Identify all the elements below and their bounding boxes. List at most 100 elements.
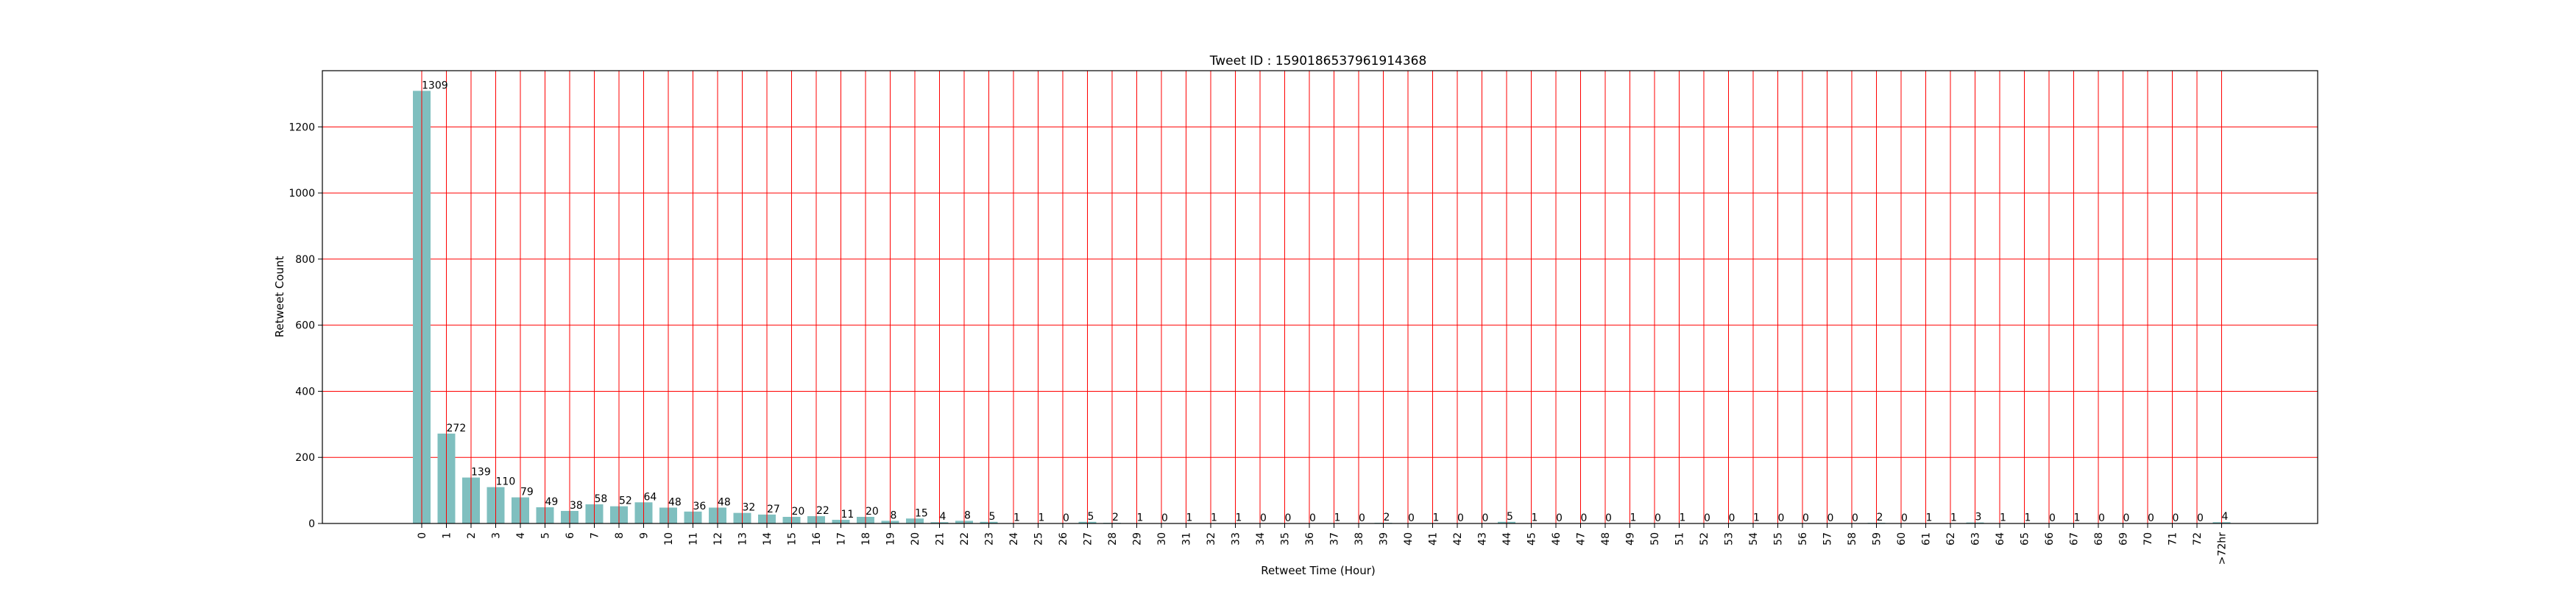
y-axis-title: Retweet Count [273, 255, 286, 337]
x-tick-label: 56 [1797, 532, 1809, 546]
x-tick-label: 41 [1428, 532, 1440, 546]
data-label: 1 [1433, 512, 1440, 524]
x-tick-label: 8 [614, 532, 626, 539]
data-label: 1 [2000, 512, 2006, 524]
data-label: 0 [2123, 512, 2130, 524]
x-tick-label: 9 [639, 532, 651, 539]
x-tick-label: 53 [1724, 532, 1735, 546]
data-label: 8 [891, 509, 897, 521]
x-tick-label: 38 [1354, 532, 1365, 546]
data-label: 0 [1556, 512, 1563, 524]
x-tick-label: 45 [1526, 532, 1538, 546]
data-label: 38 [570, 500, 583, 512]
data-label: 0 [1827, 512, 1834, 524]
data-label: 0 [1778, 512, 1785, 524]
x-tick-label: 43 [1477, 532, 1489, 546]
x-tick-label: 17 [836, 532, 848, 546]
data-label: 0 [1359, 512, 1365, 524]
y-tick-label: 800 [295, 254, 315, 266]
data-label: 1 [1630, 512, 1637, 524]
x-tick-label: 13 [737, 532, 749, 546]
data-label: 1 [1137, 512, 1144, 524]
x-tick-label: 19 [885, 532, 897, 546]
x-tick-label: 67 [2069, 532, 2081, 546]
x-tick-label: 23 [984, 532, 996, 546]
x-tick-label: 71 [2168, 532, 2179, 546]
data-label: 1 [1334, 512, 1341, 524]
data-label: 8 [964, 509, 971, 521]
data-label: 0 [2197, 512, 2204, 524]
data-label: 1 [2074, 512, 2081, 524]
x-tick-label: 37 [1329, 532, 1341, 546]
data-label: 0 [2049, 512, 2056, 524]
data-label: 1309 [422, 80, 448, 91]
x-tick-label: 21 [935, 532, 946, 546]
data-label: 49 [545, 496, 559, 508]
data-label: 0 [1729, 512, 1735, 524]
data-label: 2 [1384, 512, 1390, 523]
x-tick-label: 20 [910, 532, 921, 546]
x-tick-label: 72 [2192, 532, 2204, 546]
x-tick-label: 50 [1649, 532, 1661, 546]
x-tick-label: 58 [1847, 532, 1858, 546]
x-tick-label: 1 [442, 532, 453, 539]
x-tick-label: 42 [1452, 532, 1464, 546]
data-label: 1 [1532, 512, 1538, 524]
x-tick-label: 2 [466, 532, 478, 539]
x-tick-label: 60 [1896, 532, 1908, 546]
x-tick-label: 70 [2142, 532, 2154, 546]
data-label: 0 [2098, 512, 2105, 524]
data-label: 27 [767, 504, 780, 515]
data-label: 0 [1457, 512, 1464, 524]
data-label: 1 [1950, 512, 1957, 524]
data-label: 272 [447, 423, 467, 434]
data-label: 0 [1482, 512, 1489, 524]
data-label: 1 [1236, 512, 1242, 524]
y-tick-label: 1000 [289, 188, 315, 200]
x-tick-label: 28 [1107, 532, 1119, 546]
data-label: 20 [792, 506, 805, 518]
plot-frame [322, 70, 2318, 524]
data-label: 1 [2025, 512, 2031, 524]
x-tick-label: 27 [1083, 532, 1094, 546]
x-tick-label: 29 [1132, 532, 1144, 546]
x-tick-label: 63 [1970, 532, 1982, 546]
data-label: 1 [1680, 512, 1686, 524]
data-label: 0 [1901, 512, 1908, 524]
x-tick-label: 57 [1822, 532, 1834, 546]
x-tick-label: 33 [1231, 532, 1242, 546]
data-label: 1 [1038, 512, 1045, 524]
data-label: 20 [866, 506, 879, 518]
x-tick-label: 36 [1304, 532, 1316, 546]
data-label: 32 [743, 502, 756, 514]
x-tick-label: 30 [1156, 532, 1168, 546]
x-tick-label: 66 [2044, 532, 2056, 546]
x-tick-label: 65 [2020, 532, 2031, 546]
x-tick-label: 32 [1206, 532, 1217, 546]
data-label: 0 [1063, 512, 1069, 524]
x-tick-label: 26 [1058, 532, 1069, 546]
data-label: 0 [1581, 512, 1588, 524]
x-tick-label: 12 [712, 532, 724, 546]
x-tick-label: 3 [491, 532, 503, 539]
data-label: 64 [644, 491, 657, 503]
data-label: 1 [1013, 512, 1020, 524]
data-label: 139 [471, 467, 491, 479]
data-label: 0 [2173, 512, 2179, 524]
y-tick-label: 1200 [289, 121, 315, 133]
data-label: 4 [940, 511, 946, 523]
data-label: 0 [1802, 512, 1809, 524]
data-label: 5 [989, 511, 996, 523]
x-tick-label: 11 [688, 532, 700, 546]
data-label: 15 [915, 507, 928, 519]
data-label: 0 [1285, 512, 1292, 524]
x-tick-label: 14 [762, 532, 774, 546]
x-tick-label: 10 [663, 532, 675, 546]
data-label: 5 [1507, 511, 1513, 523]
data-label: 48 [718, 496, 731, 508]
x-tick-label: >72hr [2217, 532, 2229, 565]
x-axis-title: Retweet Time (Hour) [1261, 564, 1376, 577]
x-tick-label: 51 [1674, 532, 1686, 546]
x-tick-label: 55 [1773, 532, 1785, 546]
